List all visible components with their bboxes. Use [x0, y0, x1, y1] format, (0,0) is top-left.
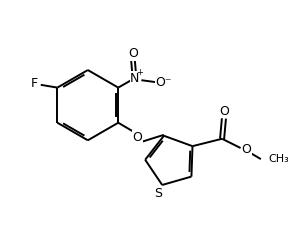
Text: CH₃: CH₃ — [268, 154, 288, 164]
Text: O: O — [219, 104, 229, 118]
Text: O: O — [241, 143, 251, 156]
Text: O: O — [128, 47, 138, 60]
Text: +: + — [136, 68, 143, 77]
Text: N: N — [130, 72, 140, 85]
Text: F: F — [31, 77, 38, 90]
Text: O⁻: O⁻ — [155, 76, 172, 89]
Text: O: O — [133, 131, 143, 144]
Text: S: S — [154, 187, 162, 200]
